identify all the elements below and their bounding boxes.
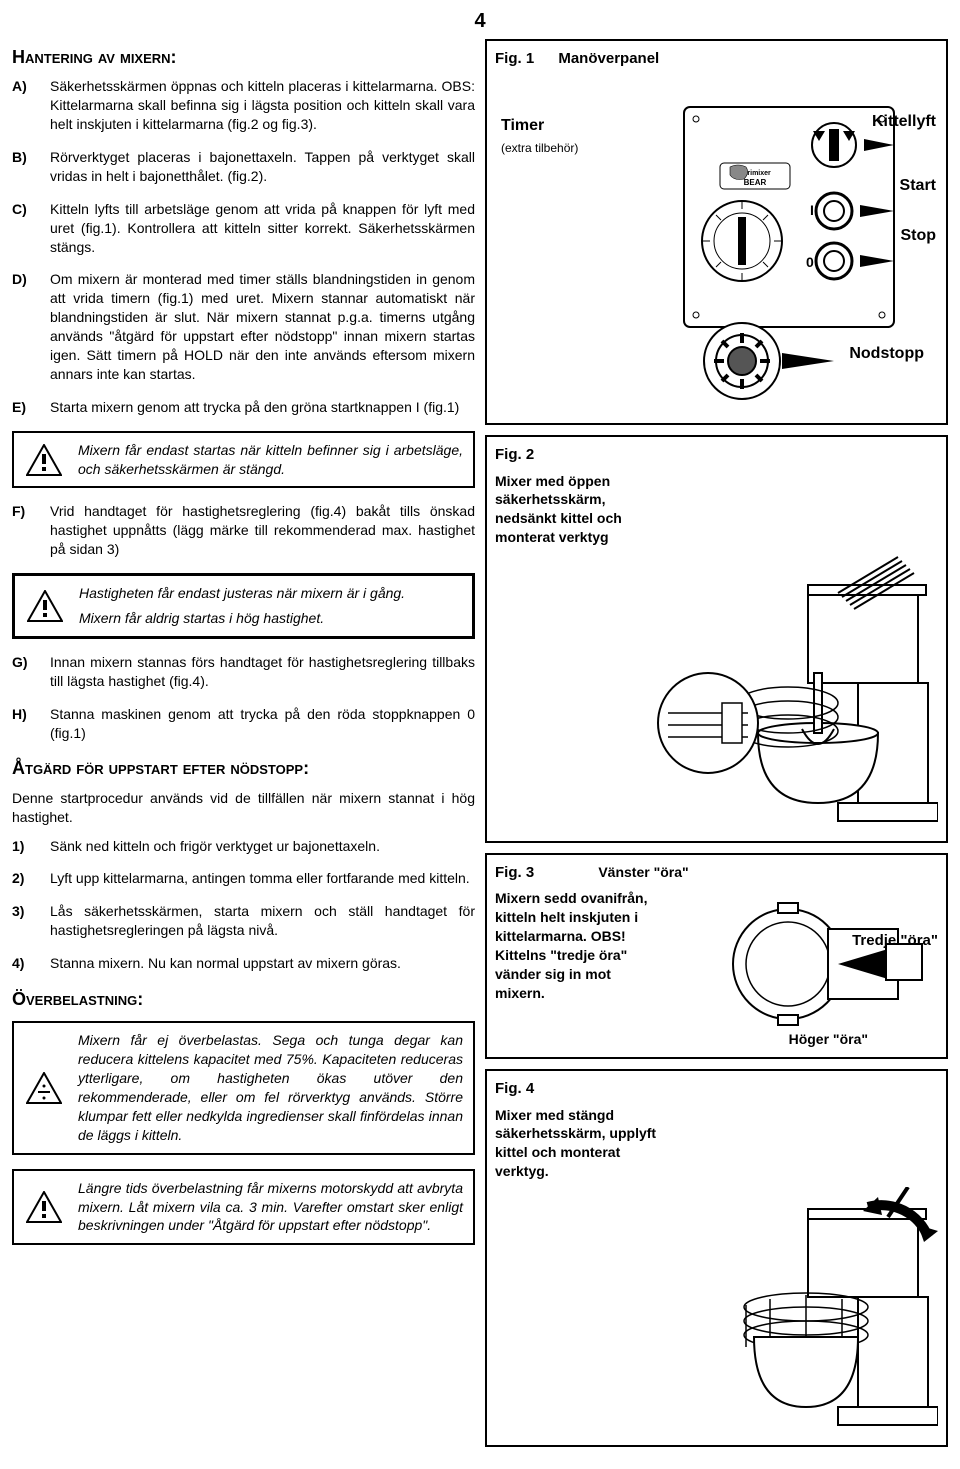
figure-3: Fig. 3 Vänster "öra" Mixern sedd ovanifr… [485, 853, 948, 1059]
warning-text: Mixern får ej överbelastas. Sega och tun… [78, 1031, 463, 1144]
fig3-diagram: Mixern sedd ovanifrån, kitteln helt insk… [495, 889, 938, 1049]
fig1-title: Fig. 1 [495, 50, 534, 67]
kittellyft-label: Kittellyft [872, 111, 936, 133]
heading-mixer-handling: Hantering av mixern: [12, 45, 475, 69]
step-H: H) Stanna maskinen genom att trycka på d… [12, 705, 475, 743]
step-label: G) [12, 653, 36, 691]
step-C: C) Kitteln lyfts till arbetsläge genom a… [12, 200, 475, 257]
step-label: 2) [12, 869, 36, 888]
timer-label: Timer (extra tilbehör) [501, 115, 578, 158]
step-body: Vrid handtaget för hastighetsreglering (… [50, 502, 475, 559]
warning-line-1: Hastigheten får endast justeras när mixe… [79, 584, 462, 603]
step-body: Kitteln lyfts till arbetsläge genom att … [50, 200, 475, 257]
step-label: E) [12, 398, 36, 417]
restart-intro: Denne startprocedur används vid de tillf… [12, 789, 475, 827]
step-label: 3) [12, 902, 36, 940]
fig1-diagram: Timer (extra tilbehör) Varimi [495, 75, 938, 415]
timer-label-text: Timer [501, 117, 544, 134]
warning-icon [24, 444, 64, 476]
step-A: A) Säkerhetsskärmen öppnas och kitteln p… [12, 77, 475, 134]
step-label: B) [12, 148, 36, 186]
svg-text:0: 0 [806, 254, 814, 270]
fig4-caption: Mixer med stängd säkerhetsskärm, upplyft… [495, 1106, 665, 1182]
nodstopp-label: Nodstopp [849, 343, 924, 365]
svg-text:BEAR: BEAR [744, 178, 767, 187]
fig2-title: Fig. 2 [495, 445, 938, 465]
warning-text: Längre tids överbelastning får mixerns m… [78, 1179, 463, 1236]
warning-box-1: Mixern får endast startas när kitteln be… [12, 431, 475, 489]
fig3-left-ear: Vänster "öra" [598, 864, 688, 880]
right-column: Fig. 1 Manöverpanel Timer (extra tilbehö… [485, 39, 948, 1457]
warning-box-2: Hastigheten får endast justeras när mixe… [12, 573, 475, 639]
mixer-side-open-svg [638, 553, 938, 833]
step-body: Stanna maskinen genom att trycka på den … [50, 705, 475, 743]
step-B: B) Rörverktyget placeras i bajonettaxeln… [12, 148, 475, 186]
step-body: Säkerhetsskärmen öppnas och kitteln plac… [50, 77, 475, 134]
warning-box-4: Längre tids överbelastning får mixerns m… [12, 1169, 475, 1246]
step-G: G) Innan mixern stannas förs handtaget f… [12, 653, 475, 691]
page-number: 4 [0, 0, 960, 39]
heading-overload: Överbelastning: [12, 987, 475, 1011]
start-label: Start [900, 175, 936, 197]
warning-line-2: Mixern får aldrig startas i hög hastighe… [79, 609, 462, 628]
figure-2: Fig. 2 Mixer med öppen säkerhetsskärm, n… [485, 435, 948, 843]
timer-sub: (extra tilbehör) [501, 141, 578, 155]
fig3-third-ear: Tredje "öra" [852, 931, 938, 951]
step-label: A) [12, 77, 36, 134]
warning-icon [25, 590, 65, 622]
step-label: H) [12, 705, 36, 743]
fig2-diagram [495, 553, 938, 833]
page-body: Hantering av mixern: A) Säkerhetsskärmen… [0, 39, 960, 1469]
heading-restart: Åtgärd för uppstart efter nödstopp: [12, 756, 475, 780]
fig4-title: Fig. 4 [495, 1079, 938, 1099]
fig3-title: Fig. 3 [495, 864, 534, 881]
mixer-top-svg [708, 889, 928, 1039]
step-body: Lås säkerhetsskärmen, starta mixern och … [50, 902, 475, 940]
figure-4: Fig. 4 Mixer med stängd säkerhetsskärm, … [485, 1069, 948, 1447]
warning-text: Hastigheten får endast justeras när mixe… [79, 584, 462, 628]
step-label: F) [12, 502, 36, 559]
step-body: Innan mixern stannas förs handtaget för … [50, 653, 475, 691]
fig3-caption: Mixern sedd ovanifrån, kitteln helt insk… [495, 889, 655, 1002]
fig1-subtitle: Manöverpanel [558, 50, 659, 67]
step-body: Stanna mixern. Nu kan normal uppstart av… [50, 954, 475, 973]
mixer-side-closed-svg [638, 1187, 938, 1437]
step-label: 1) [12, 837, 36, 856]
step-body: Sänk ned kitteln och frigör verktyget ur… [50, 837, 475, 856]
step-D: D) Om mixern är monterad med timer ställ… [12, 270, 475, 383]
warning-icon [24, 1072, 64, 1104]
left-column: Hantering av mixern: A) Säkerhetsskärmen… [12, 39, 475, 1457]
fig1-title-row: Fig. 1 Manöverpanel [495, 49, 938, 69]
warning-box-3: Mixern får ej överbelastas. Sega och tun… [12, 1021, 475, 1154]
step-label: C) [12, 200, 36, 257]
stop-label: Stop [900, 225, 936, 247]
svg-text:I: I [810, 202, 814, 218]
fig3-title-row: Fig. 3 Vänster "öra" [495, 863, 938, 883]
warning-icon [24, 1191, 64, 1223]
restart-1: 1) Sänk ned kitteln och frigör verktyget… [12, 837, 475, 856]
restart-2: 2) Lyft upp kittelarmarna, antingen tomm… [12, 869, 475, 888]
restart-3: 3) Lås säkerhetsskärmen, starta mixern o… [12, 902, 475, 940]
restart-4: 4) Stanna mixern. Nu kan normal uppstart… [12, 954, 475, 973]
figure-1: Fig. 1 Manöverpanel Timer (extra tilbehö… [485, 39, 948, 425]
step-F: F) Vrid handtaget för hastighetsreglerin… [12, 502, 475, 559]
step-body: Om mixern är monterad med timer ställs b… [50, 270, 475, 383]
step-label: D) [12, 270, 36, 383]
warning-text: Mixern får endast startas när kitteln be… [78, 441, 463, 479]
step-label: 4) [12, 954, 36, 973]
fig4-diagram [495, 1187, 938, 1437]
step-body: Starta mixern genom att trycka på den gr… [50, 398, 475, 417]
fig2-caption: Mixer med öppen säkerhetsskärm, nedsänkt… [495, 472, 665, 548]
step-body: Lyft upp kittelarmarna, antingen tomma e… [50, 869, 475, 888]
step-E: E) Starta mixern genom att trycka på den… [12, 398, 475, 417]
step-body: Rörverktyget placeras i bajonettaxeln. T… [50, 148, 475, 186]
fig3-right-ear: Höger "öra" [789, 1030, 868, 1049]
